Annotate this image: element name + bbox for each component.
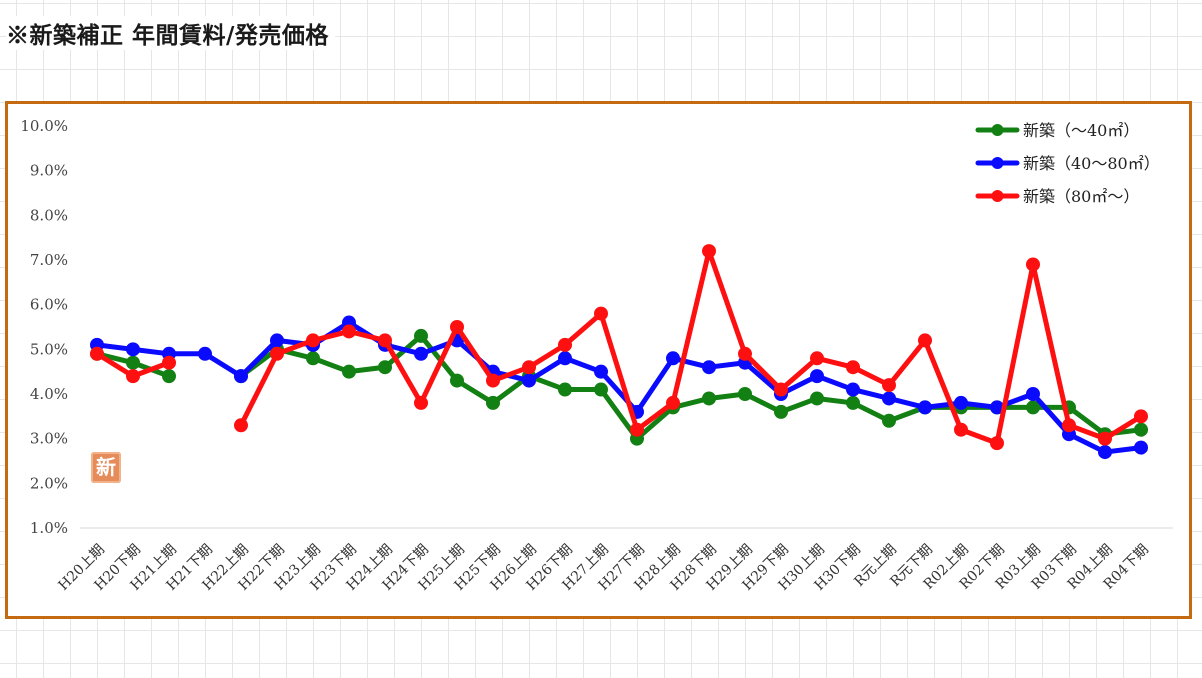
data-point xyxy=(738,387,752,401)
data-point xyxy=(810,351,824,366)
data-point xyxy=(954,395,968,410)
data-point xyxy=(126,369,140,384)
data-point xyxy=(846,382,860,397)
data-point xyxy=(630,422,644,437)
data-point xyxy=(414,328,428,343)
data-point xyxy=(270,346,284,361)
data-point xyxy=(234,418,248,433)
data-point xyxy=(450,320,464,334)
data-point xyxy=(666,395,680,410)
y-tick-label: 3.0% xyxy=(30,430,68,448)
y-tick-label: 2.0% xyxy=(30,474,68,492)
new-build-stamp-icon: 新 xyxy=(91,452,121,483)
data-point xyxy=(990,436,1004,451)
data-point xyxy=(990,400,1004,415)
series-line xyxy=(238,248,1144,446)
data-point xyxy=(918,400,932,415)
data-point xyxy=(810,369,824,384)
data-point xyxy=(1134,409,1148,424)
data-point xyxy=(558,382,572,397)
x-axis: H20上期H20下期H21上期H21下期H22上期H22下期H23上期H23下期… xyxy=(55,527,1173,594)
data-point xyxy=(1134,422,1148,437)
series-layer xyxy=(90,244,1148,460)
data-point xyxy=(882,413,896,428)
data-point xyxy=(882,378,896,393)
data-point xyxy=(522,373,536,388)
y-tick-label: 1.0% xyxy=(30,519,68,537)
y-axis: 10.0% 9.0% 8.0% 7.0% 6.0% 5.0% 4.0% 3.0% 2.0% 1.0… xyxy=(20,117,68,537)
series-1 xyxy=(90,328,1148,446)
data-point xyxy=(738,346,752,361)
y-tick-label: 8.0% xyxy=(30,206,68,224)
data-point xyxy=(1062,418,1076,433)
data-point xyxy=(774,404,788,419)
data-point xyxy=(486,395,500,410)
data-point xyxy=(306,351,320,366)
data-point xyxy=(414,395,428,410)
data-point xyxy=(1134,440,1148,455)
data-point xyxy=(522,360,536,375)
data-point xyxy=(558,351,572,366)
data-point xyxy=(162,355,176,370)
data-point xyxy=(1026,257,1040,272)
data-point xyxy=(486,373,500,388)
y-tick-label: 4.0% xyxy=(30,385,68,403)
line-chart: 10.0% 9.0% 8.0% 7.0% 6.0% 5.0% 4.0% 3.0% 2.0% 1.0… xyxy=(20,117,1173,594)
data-point xyxy=(846,360,860,375)
data-point xyxy=(378,333,392,348)
data-point xyxy=(1098,431,1112,446)
y-tick-label: 10.0% xyxy=(20,117,68,135)
data-point xyxy=(702,244,716,259)
data-point xyxy=(1026,387,1040,401)
data-point xyxy=(846,395,860,410)
legend-swatch-marker xyxy=(991,190,1004,202)
data-point xyxy=(1026,400,1040,415)
data-point xyxy=(342,324,356,339)
data-point xyxy=(702,391,716,406)
data-point xyxy=(126,342,140,357)
data-point xyxy=(1098,445,1112,460)
data-point xyxy=(918,333,932,348)
data-point xyxy=(594,306,608,321)
data-point xyxy=(90,346,104,361)
legend-label: 新築（40～80㎡） xyxy=(1023,154,1160,173)
data-point xyxy=(306,333,320,348)
data-point xyxy=(342,364,356,379)
legend-label: 新築（～40㎡） xyxy=(1023,121,1139,140)
data-point xyxy=(702,360,716,375)
data-point xyxy=(450,373,464,388)
data-point xyxy=(126,355,140,370)
legend-swatch-marker xyxy=(991,157,1004,169)
data-point xyxy=(234,369,248,384)
chart-frame: 10.0% 9.0% 8.0% 7.0% 6.0% 5.0% 4.0% 3.0% 2.0% 1.0… xyxy=(5,101,1192,619)
legend-label: 新築（80㎡～） xyxy=(1023,187,1139,206)
legend: 新築（～40㎡） 新築（40～80㎡） 新築（80㎡～） xyxy=(975,121,1160,206)
series-3 xyxy=(90,244,1148,451)
y-tick-label: 7.0% xyxy=(30,251,68,269)
y-tick-label: 6.0% xyxy=(30,296,68,314)
data-point xyxy=(558,337,572,352)
page-title: ※新築補正 年間賃料/発売価格 xyxy=(6,16,335,50)
data-point xyxy=(198,346,212,361)
data-point xyxy=(810,391,824,406)
series-2 xyxy=(90,315,1148,460)
y-tick-label: 5.0% xyxy=(30,340,68,358)
data-point xyxy=(270,333,284,348)
data-point xyxy=(378,360,392,375)
series-line xyxy=(94,320,1144,455)
data-point xyxy=(666,351,680,366)
y-tick-label: 9.0% xyxy=(30,162,68,180)
data-point xyxy=(414,346,428,361)
data-point xyxy=(882,391,896,406)
legend-swatch-marker xyxy=(991,124,1004,136)
data-point xyxy=(774,382,788,397)
data-point xyxy=(954,422,968,437)
data-point xyxy=(594,382,608,397)
data-point xyxy=(594,364,608,379)
data-point xyxy=(162,369,176,384)
